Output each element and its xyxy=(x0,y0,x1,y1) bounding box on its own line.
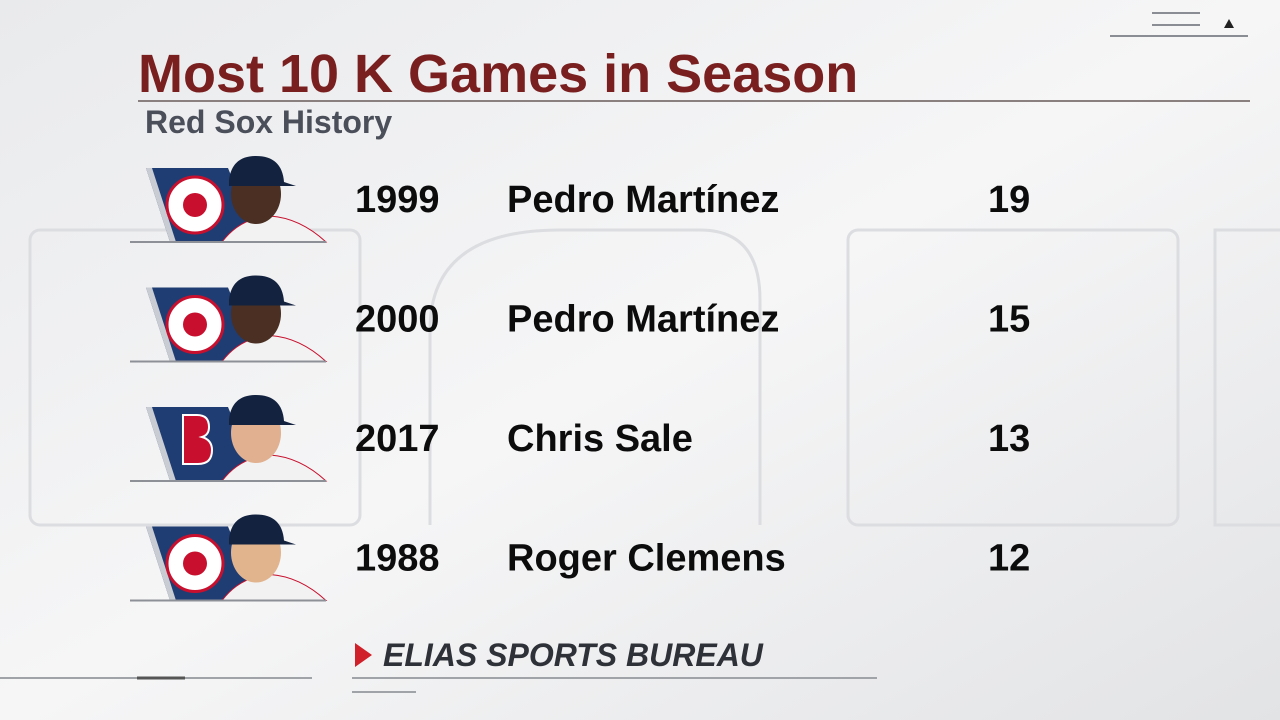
player: Roger Clemens xyxy=(507,538,786,580)
top-right-menu xyxy=(1110,12,1248,37)
rows: 1999 Pedro Martínez 19 2000 Pedro Martínez 15… xyxy=(130,156,1030,602)
team-logo-inner xyxy=(183,551,207,576)
row: 2000 Pedro Martínez 15 xyxy=(130,275,1030,363)
source-marker xyxy=(355,643,372,667)
row: 2017 Chris Sale 13 xyxy=(130,395,1030,482)
bottom-rules xyxy=(0,676,877,693)
team-panel-stripe xyxy=(146,287,176,362)
player: Pedro Martínez xyxy=(507,299,779,341)
team-logo-inner xyxy=(183,193,207,217)
player: Chris Sale xyxy=(507,418,693,460)
team-panel-stripe xyxy=(146,526,176,601)
year: 1999 xyxy=(355,179,440,221)
year: 2017 xyxy=(355,418,440,460)
games: 12 xyxy=(988,538,1030,580)
games: 13 xyxy=(988,418,1030,460)
player-cap xyxy=(229,395,296,425)
title: Most 10 K Games in Season xyxy=(138,44,858,104)
player: Pedro Martínez xyxy=(507,179,779,221)
team-panel-stripe xyxy=(146,168,176,242)
games: 15 xyxy=(988,299,1030,341)
team-panel-stripe xyxy=(146,407,176,481)
year: 2000 xyxy=(355,299,440,341)
source: ELIAS SPORTS BUREAU xyxy=(383,637,764,673)
subtitle: Red Sox History xyxy=(145,104,392,140)
row: 1999 Pedro Martínez 19 xyxy=(130,156,1030,243)
team-logo-b xyxy=(182,414,214,465)
row: 1988 Roger Clemens 12 xyxy=(130,514,1030,602)
games: 19 xyxy=(988,179,1030,221)
player-cap xyxy=(229,275,296,306)
player-cap xyxy=(229,156,296,186)
year: 1988 xyxy=(355,538,440,580)
player-cap xyxy=(229,514,296,545)
team-logo-inner xyxy=(183,312,207,337)
